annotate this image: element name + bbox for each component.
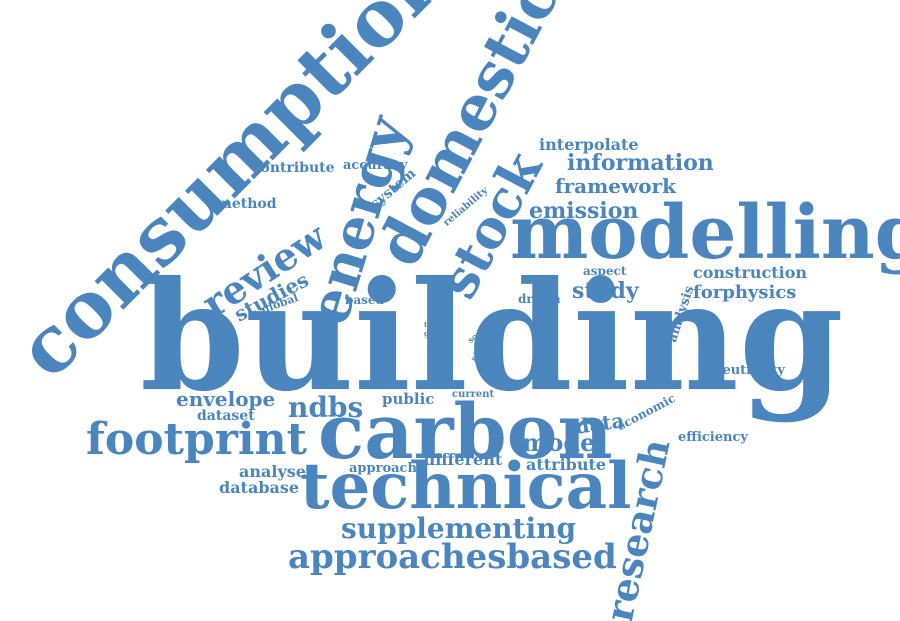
word-footprint: footprint: [86, 414, 307, 465]
word-technical: technical: [300, 449, 632, 524]
word-framework: framework: [555, 174, 676, 198]
word-study: study: [572, 278, 639, 304]
word-neutrality: neutrality: [713, 363, 785, 378]
word-database: database: [219, 478, 300, 497]
word-based: based: [345, 293, 384, 307]
word-approachesbased: approachesbased: [288, 537, 617, 577]
word-interpolate: interpolate: [539, 135, 639, 154]
word-efficiency: efficiency: [678, 430, 748, 445]
word-ndbs: ndbs: [288, 391, 364, 424]
word-information: information: [567, 150, 714, 176]
word-envelope: envelope: [176, 387, 276, 411]
word-emission: emission: [529, 198, 639, 224]
word-supplementing: supplementing: [341, 512, 577, 545]
word-carbon: carbon: [318, 387, 613, 476]
word-goal: goal: [424, 329, 441, 338]
word-public: public: [382, 390, 435, 408]
word-current: current: [452, 389, 495, 400]
word-driven: driven: [518, 292, 561, 306]
word-dataset: dataset: [197, 408, 255, 424]
word-accuracy: accuracy: [343, 158, 408, 173]
word-method: method: [217, 196, 277, 212]
word-approach: approach: [349, 461, 417, 476]
word-different: different: [424, 450, 503, 469]
word-building: building: [140, 249, 844, 425]
word-analyse: analyse: [239, 462, 306, 481]
word-modelling: modelling: [510, 190, 900, 276]
word-contribute: contribute: [252, 160, 335, 176]
word-construction: construction: [693, 263, 808, 282]
word-type: type: [424, 320, 441, 329]
word-forphysics: forphysics: [693, 282, 797, 303]
word-model: model: [522, 428, 605, 457]
word-aspect: aspect: [583, 264, 627, 278]
word-attribute: attribute: [526, 455, 607, 474]
